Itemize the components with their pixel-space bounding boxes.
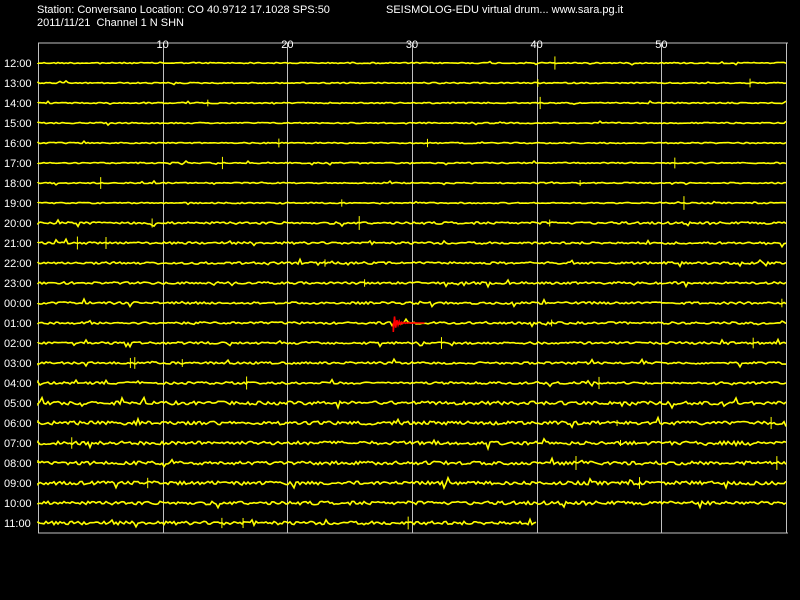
trace-1900: [37, 200, 787, 206]
x-tick-label: 50: [655, 39, 667, 51]
row-label: 07:00: [4, 438, 32, 450]
date-channel-info: 2011/11/21 Channel 1 N SHN: [37, 17, 184, 29]
trace-1400: [37, 100, 787, 106]
station-info: Station: Conversano Location: CO 40.9712…: [37, 4, 330, 16]
row-label: 11:00: [4, 518, 31, 530]
trace-1100: [37, 517, 537, 529]
row-label: 21:00: [4, 238, 32, 250]
row-label: 17:00: [4, 158, 32, 170]
trace-0200: [37, 337, 787, 349]
trace-1600: [37, 139, 787, 145]
seismic-event: [392, 316, 425, 333]
row-label: 04:00: [4, 378, 32, 390]
x-tick-label: 20: [281, 39, 293, 51]
row-label: 02:00: [4, 338, 32, 350]
trace-2200: [37, 257, 787, 269]
trace-2000: [37, 218, 787, 228]
trace-0600: [37, 415, 787, 429]
row-label: 01:00: [4, 318, 32, 330]
x-tick-label: 10: [157, 39, 169, 51]
row-label: 18:00: [4, 178, 32, 190]
trace-0900: [37, 475, 787, 491]
trace-0500: [37, 395, 787, 411]
trace-1000: [37, 499, 787, 510]
trace-1700: [37, 159, 787, 166]
row-label: 13:00: [4, 78, 32, 90]
trace-0000: [37, 297, 787, 309]
trace-0300: [37, 357, 787, 369]
row-label: 08:00: [4, 458, 32, 470]
trace-0400: [37, 378, 787, 388]
row-label: 05:00: [4, 398, 32, 410]
row-label: 19:00: [4, 198, 32, 210]
x-tick-label: 40: [531, 39, 543, 51]
row-label: 03:00: [4, 358, 32, 370]
trace-1800: [37, 179, 787, 186]
row-label: 22:00: [4, 258, 32, 270]
row-label: 16:00: [4, 138, 32, 150]
software-title: SEISMOLOG-EDU virtual drum... www.sara.p…: [386, 4, 624, 16]
row-label: 10:00: [4, 498, 32, 510]
trace-2100: [37, 237, 787, 249]
row-label: 06:00: [4, 418, 32, 430]
trace-2300: [37, 278, 787, 289]
trace-1200: [37, 60, 787, 66]
trace-1300: [37, 79, 787, 86]
row-label: 14:00: [4, 98, 32, 110]
trace-1500: [37, 120, 787, 127]
row-label: 20:00: [4, 218, 32, 230]
trace-0800: [37, 456, 787, 468]
x-tick-label: 30: [406, 39, 418, 51]
row-label: 09:00: [4, 478, 32, 490]
row-label: 15:00: [4, 118, 32, 130]
row-label: 12:00: [4, 58, 32, 70]
row-label: 23:00: [4, 278, 32, 290]
row-label: 00:00: [4, 298, 32, 310]
trace-0700: [37, 437, 787, 452]
